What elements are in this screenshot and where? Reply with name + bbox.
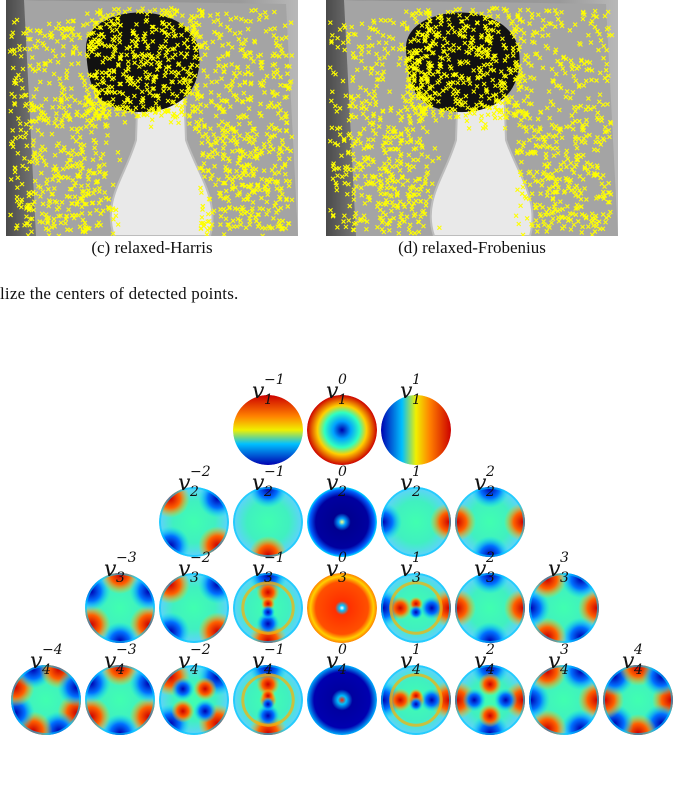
zernike-label-n4-mneg1: v 4−1 [252,642,285,678]
zernike-label-n4-m4: v 44 [622,642,643,678]
zernike-disc-n4-mneg4 [11,665,81,735]
zernike-label-n2-m1: v 21 [400,464,421,500]
zernike-label-n1-m0: v 10 [326,372,347,408]
zernike-label-n1-mneg1: v 1−1 [252,372,285,408]
zernike-disc-n1-m1 [381,395,451,465]
zernike-disc-n4-m3 [529,665,599,735]
zernike-label-n2-m2: v 22 [474,464,495,500]
figure-caption-fragment: lize the centers of detected points. [0,284,239,303]
image-panel-c [6,0,298,236]
zernike-label-n3-m0: v 30 [326,550,347,586]
zernike-disc-n3-m0 [307,573,377,643]
zernike-disc-n4-m2 [455,665,525,735]
zernike-disc-n4-mneg1 [233,665,303,735]
zernike-label-n4-m2: v 42 [474,642,495,678]
zernike-label-n4-m3: v 43 [548,642,569,678]
zernike-basis-figure: v 1−1 v 10 v 11 v 2−2 v 2−1 v 20 v 21 v 22 v 3−3 v 3−2 v 3−1 v… [11,372,673,735]
detected-point-markers [7,5,295,236]
zernike-label-n2-mneg2: v 2−2 [178,464,211,500]
zernike-label-n1-m1: v 11 [400,372,421,408]
detected-points-image-d [326,0,618,236]
detected-point-markers [327,5,615,236]
zernike-label-n4-mneg3: v 4−3 [104,642,137,678]
detected-points-image-c [6,0,298,236]
zernike-disc-n2-m1 [381,487,451,557]
zernike-label-n4-m0: v 40 [326,642,347,678]
zernike-disc-n3-m1 [381,573,451,643]
zernike-label-n3-mneg1: v 3−1 [252,550,285,586]
zernike-disc-n1-m0 [307,395,377,465]
zernike-disc-n3-mneg3 [85,573,155,643]
zernike-disc-n3-m2 [455,573,525,643]
zernike-label-n3-mneg2: v 3−2 [178,550,211,586]
zernike-label-n3-m2: v 32 [474,550,495,586]
zernike-label-n3-mneg3: v 3−3 [104,550,137,586]
zernike-disc-n3-mneg1 [233,573,303,643]
subcaption-c: (c) relaxed-Harris [91,238,213,257]
zernike-disc-n2-m2 [455,487,525,557]
zernike-disc-n4-m1 [381,665,451,735]
zernike-label-n4-mneg2: v 4−2 [178,642,211,678]
subcaption-d: (d) relaxed-Frobenius [398,238,546,257]
zernike-disc-n2-m0 [307,487,377,557]
zernike-label-n3-m1: v 31 [400,550,421,586]
zernike-label-n4-m1: v 41 [400,642,421,678]
zernike-disc-n3-m3 [529,573,599,643]
zernike-label-n3-m3: v 33 [548,550,569,586]
zernike-label-n2-m0: v 20 [326,464,347,500]
image-panel-d [326,0,618,236]
zernike-disc-n1-mneg1 [233,395,303,465]
zernike-disc-n4-mneg3 [85,665,155,735]
zernike-disc-n4-m0 [307,665,377,735]
zernike-label-n4-mneg4: v 4−4 [30,642,63,678]
zernike-label-n2-mneg1: v 2−1 [252,464,285,500]
zernike-disc-n2-mneg1 [233,487,303,557]
